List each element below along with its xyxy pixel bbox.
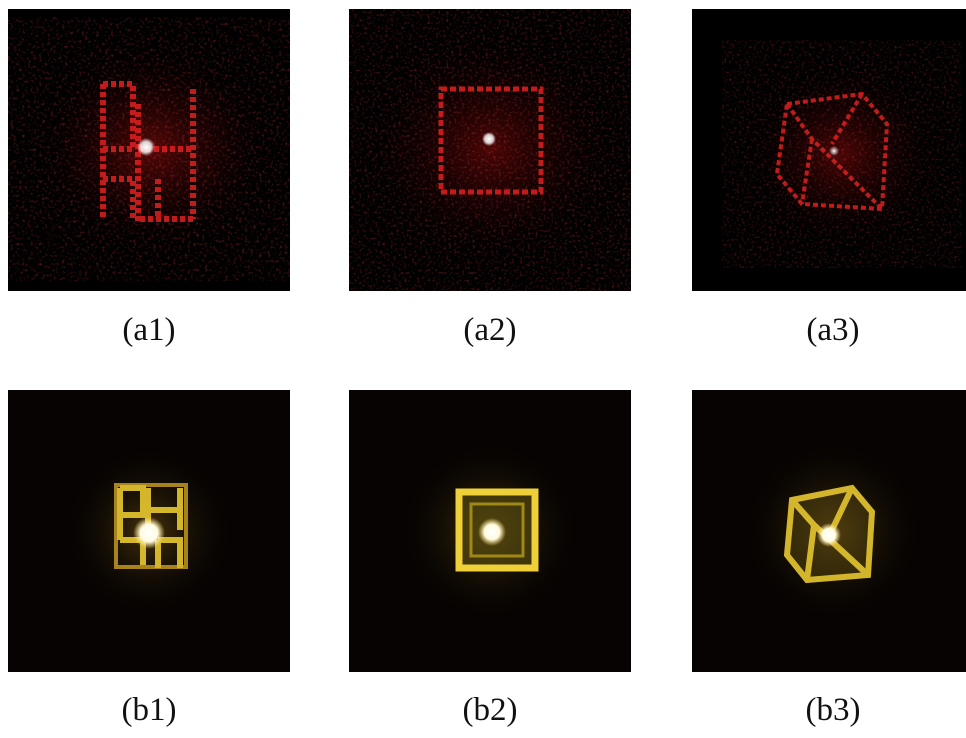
hologram-image-a2 <box>349 9 631 291</box>
hologram-image-b1 <box>8 390 290 672</box>
hologram-image-a1 <box>8 9 290 291</box>
caption-a3: (a3) <box>806 312 860 348</box>
caption-b1: (b1) <box>121 692 177 728</box>
caption-b2: (b2) <box>462 692 518 728</box>
hologram-image-b3 <box>692 390 966 672</box>
hologram-image-a3 <box>692 9 966 291</box>
caption-b3: (b3) <box>805 692 861 728</box>
caption-a2: (a2) <box>463 312 517 348</box>
hologram-image-b2 <box>349 390 631 672</box>
caption-a1: (a1) <box>122 312 176 348</box>
